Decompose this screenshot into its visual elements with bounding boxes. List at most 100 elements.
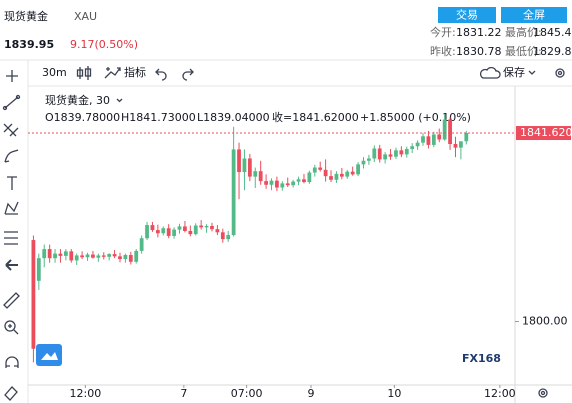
candle-body — [199, 225, 204, 228]
candle-body — [31, 240, 36, 349]
x-tick-label: 7 — [180, 387, 187, 400]
candle-body — [334, 173, 339, 180]
candle-body — [296, 179, 301, 182]
candle-body — [339, 173, 344, 177]
candle-body — [112, 254, 117, 257]
fullscreen-button-label[interactable]: 全屏 — [523, 8, 545, 22]
candle-body — [464, 133, 469, 142]
candle-body — [453, 143, 458, 148]
candle-body — [415, 142, 420, 147]
candle-body — [96, 255, 101, 258]
candle-body — [312, 167, 317, 173]
candle-body — [74, 255, 79, 261]
candle-body — [399, 150, 404, 155]
interval[interactable]: 30m — [42, 66, 67, 79]
candle-body — [166, 228, 171, 236]
candle-body — [280, 183, 285, 188]
trade-button[interactable] — [438, 7, 496, 23]
candle-body — [36, 258, 41, 281]
candle-body — [426, 136, 431, 145]
legend-high: H1841.73000 — [121, 111, 196, 124]
stat-value: 1845.46 — [533, 26, 572, 39]
candle-body — [220, 232, 225, 240]
x-tick-label: 12:00 — [484, 387, 516, 400]
candle-body — [231, 149, 236, 236]
x-tick-label: 12:00 — [70, 387, 102, 400]
candle-body — [285, 183, 290, 186]
candle-body — [237, 149, 241, 173]
candle-body — [128, 254, 133, 262]
candle-body — [291, 181, 296, 186]
candle-body — [442, 119, 447, 140]
candle-body — [193, 225, 198, 235]
candle-body — [242, 158, 247, 173]
stat-value: 1831.22 — [456, 26, 502, 39]
candle-body — [172, 229, 176, 236]
candle-body — [329, 176, 333, 180]
candle-body — [101, 255, 106, 257]
legend-close: 收=1841.62000 — [272, 110, 359, 124]
candle-body — [431, 134, 436, 145]
candle-body — [215, 229, 220, 233]
candle-body — [123, 254, 128, 260]
x-tick-label: 10 — [387, 387, 401, 400]
last-price: 1839.95 — [4, 38, 54, 51]
candle-body — [155, 230, 160, 234]
candle-body — [188, 230, 193, 235]
x-tick-label: 07:00 — [231, 387, 263, 400]
candle-body — [204, 225, 209, 228]
save-button[interactable]: 保存 — [503, 65, 525, 79]
candle-body — [307, 172, 312, 183]
candle-body — [258, 171, 263, 182]
candle-body — [134, 250, 139, 262]
indicators-button[interactable]: 指标 — [124, 65, 146, 79]
candle-body — [350, 171, 355, 175]
candle-body — [410, 146, 415, 149]
candle-body — [458, 141, 463, 148]
candle-body — [91, 254, 95, 258]
candle-body — [145, 225, 149, 239]
candle-body — [53, 253, 57, 259]
symbol-title: 现货黄金 — [4, 9, 48, 23]
legend-open: O1839.78000 — [45, 111, 120, 124]
price-change: 9.17(0.50%) — [70, 38, 138, 51]
trade-button-label[interactable]: 交易 — [456, 8, 478, 22]
legend-low: L1839.04000 — [197, 111, 270, 124]
stat-label: 最高价: — [505, 25, 542, 39]
candle-body — [269, 180, 274, 185]
candle-body — [275, 180, 279, 188]
candle-body — [118, 256, 122, 260]
y-tick-label: 1800.00 — [522, 315, 568, 328]
legend-name: 现货黄金, 30 — [45, 93, 110, 107]
candle-body — [80, 255, 85, 258]
stat-label: 今开: — [430, 25, 456, 39]
stat-label: 最低价: — [505, 45, 542, 58]
candle-body — [63, 251, 68, 256]
candle-body — [394, 150, 398, 157]
last-price-label: 1841.62000 — [520, 126, 572, 139]
fullscreen-button[interactable] — [501, 7, 567, 23]
candle-body — [302, 179, 306, 183]
candle-body — [323, 169, 328, 177]
candle-body — [107, 254, 112, 257]
candle-body — [345, 171, 350, 177]
candle-body — [47, 249, 52, 259]
candle-body — [139, 238, 144, 251]
candle-body — [377, 148, 382, 160]
legend-change: +1.85000 (+0.10%) — [360, 111, 471, 124]
candle-body — [42, 249, 47, 259]
candle-body — [318, 167, 323, 170]
x-tick-label: 9 — [308, 387, 315, 400]
candle-body — [383, 154, 388, 160]
candle-body — [367, 158, 371, 161]
candle-body — [183, 226, 187, 231]
stat-label: 昨收: — [430, 44, 456, 58]
candle-body — [421, 136, 425, 143]
candle-body — [177, 226, 182, 230]
watermark-logo: FX168 — [462, 352, 501, 365]
candle-body — [388, 154, 393, 157]
candle-body — [437, 134, 442, 140]
last-price-badge — [516, 126, 571, 141]
candle-body — [247, 158, 252, 177]
